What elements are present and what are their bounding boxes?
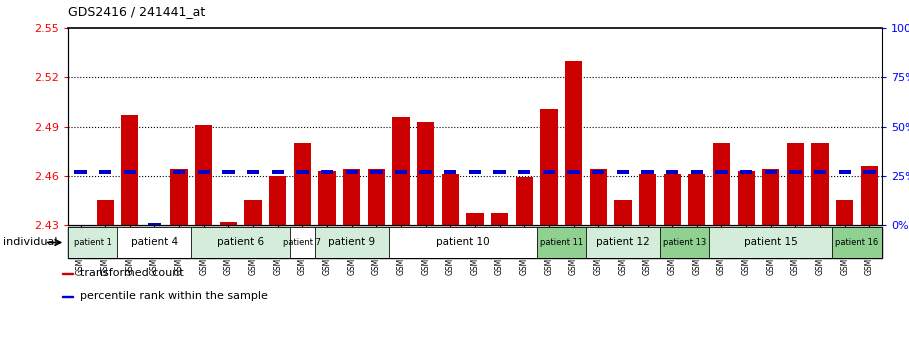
Bar [639, 174, 656, 225]
Bar [466, 213, 484, 225]
Bar [494, 170, 505, 175]
Text: patient 10: patient 10 [435, 238, 489, 247]
Bar [395, 170, 407, 175]
Bar [642, 170, 654, 175]
Bar [68, 227, 117, 258]
Bar [861, 166, 878, 225]
Bar [124, 170, 136, 175]
Text: patient 15: patient 15 [744, 238, 798, 247]
Text: patient 13: patient 13 [663, 238, 706, 247]
Bar [197, 170, 210, 175]
Bar [540, 109, 557, 225]
Bar [789, 170, 802, 175]
Bar [445, 170, 456, 175]
Bar [272, 170, 284, 175]
Bar [833, 227, 882, 258]
Bar [171, 169, 188, 225]
Bar [389, 227, 536, 258]
Bar [543, 170, 555, 175]
Bar [117, 227, 192, 258]
Text: patient 1: patient 1 [74, 238, 112, 247]
Bar [343, 169, 360, 225]
Bar [148, 223, 161, 227]
Bar [290, 227, 315, 258]
Bar [345, 170, 358, 175]
Bar [836, 200, 854, 225]
Bar [195, 125, 213, 225]
Bar [368, 169, 385, 225]
Bar [442, 174, 459, 225]
Bar [839, 170, 851, 175]
Bar [688, 174, 705, 225]
Bar [417, 122, 435, 225]
Bar [296, 170, 308, 175]
Bar [370, 170, 383, 175]
Bar [318, 171, 335, 225]
Bar [762, 169, 779, 225]
Bar [62, 296, 74, 297]
Bar [269, 176, 286, 225]
Bar [564, 61, 582, 225]
Text: patient 16: patient 16 [835, 238, 879, 247]
Bar [864, 170, 875, 175]
Bar [614, 200, 632, 225]
Bar [586, 227, 660, 258]
Bar [173, 170, 185, 175]
Bar [709, 227, 833, 258]
Bar [192, 227, 290, 258]
Bar [315, 227, 389, 258]
Bar [491, 213, 508, 225]
Bar [812, 143, 829, 225]
Bar [666, 170, 678, 175]
Bar [247, 170, 259, 175]
Bar [518, 170, 531, 175]
Text: individual: individual [3, 238, 57, 247]
Bar [664, 174, 681, 225]
Text: patient 4: patient 4 [131, 238, 178, 247]
Bar [121, 115, 138, 225]
Bar [567, 170, 580, 175]
Bar [419, 170, 432, 175]
Bar [536, 227, 586, 258]
Bar [393, 117, 410, 225]
Bar [814, 170, 826, 175]
Bar [616, 170, 629, 175]
Text: patient 6: patient 6 [217, 238, 265, 247]
Bar [75, 170, 86, 175]
Text: patient 11: patient 11 [540, 238, 583, 247]
Bar [691, 170, 703, 175]
Bar [740, 170, 753, 175]
Bar [787, 143, 804, 225]
Bar [62, 273, 74, 274]
Bar [220, 222, 237, 225]
Bar [321, 170, 334, 175]
Text: transformed count: transformed count [80, 268, 184, 279]
Text: patient 12: patient 12 [596, 238, 650, 247]
Text: GDS2416 / 241441_at: GDS2416 / 241441_at [68, 5, 205, 18]
Bar [764, 170, 777, 175]
Bar [294, 143, 311, 225]
Bar [737, 171, 754, 225]
Bar [715, 170, 727, 175]
Bar [660, 227, 709, 258]
Text: patient 7: patient 7 [284, 238, 322, 247]
Bar [99, 170, 111, 175]
Bar [592, 170, 604, 175]
Bar [96, 200, 114, 225]
Bar [223, 170, 235, 175]
Bar [245, 200, 262, 225]
Bar [515, 177, 533, 225]
Text: patient 9: patient 9 [328, 238, 375, 247]
Bar [590, 169, 607, 225]
Text: percentile rank within the sample: percentile rank within the sample [80, 291, 267, 302]
Bar [469, 170, 481, 175]
Bar [713, 143, 730, 225]
